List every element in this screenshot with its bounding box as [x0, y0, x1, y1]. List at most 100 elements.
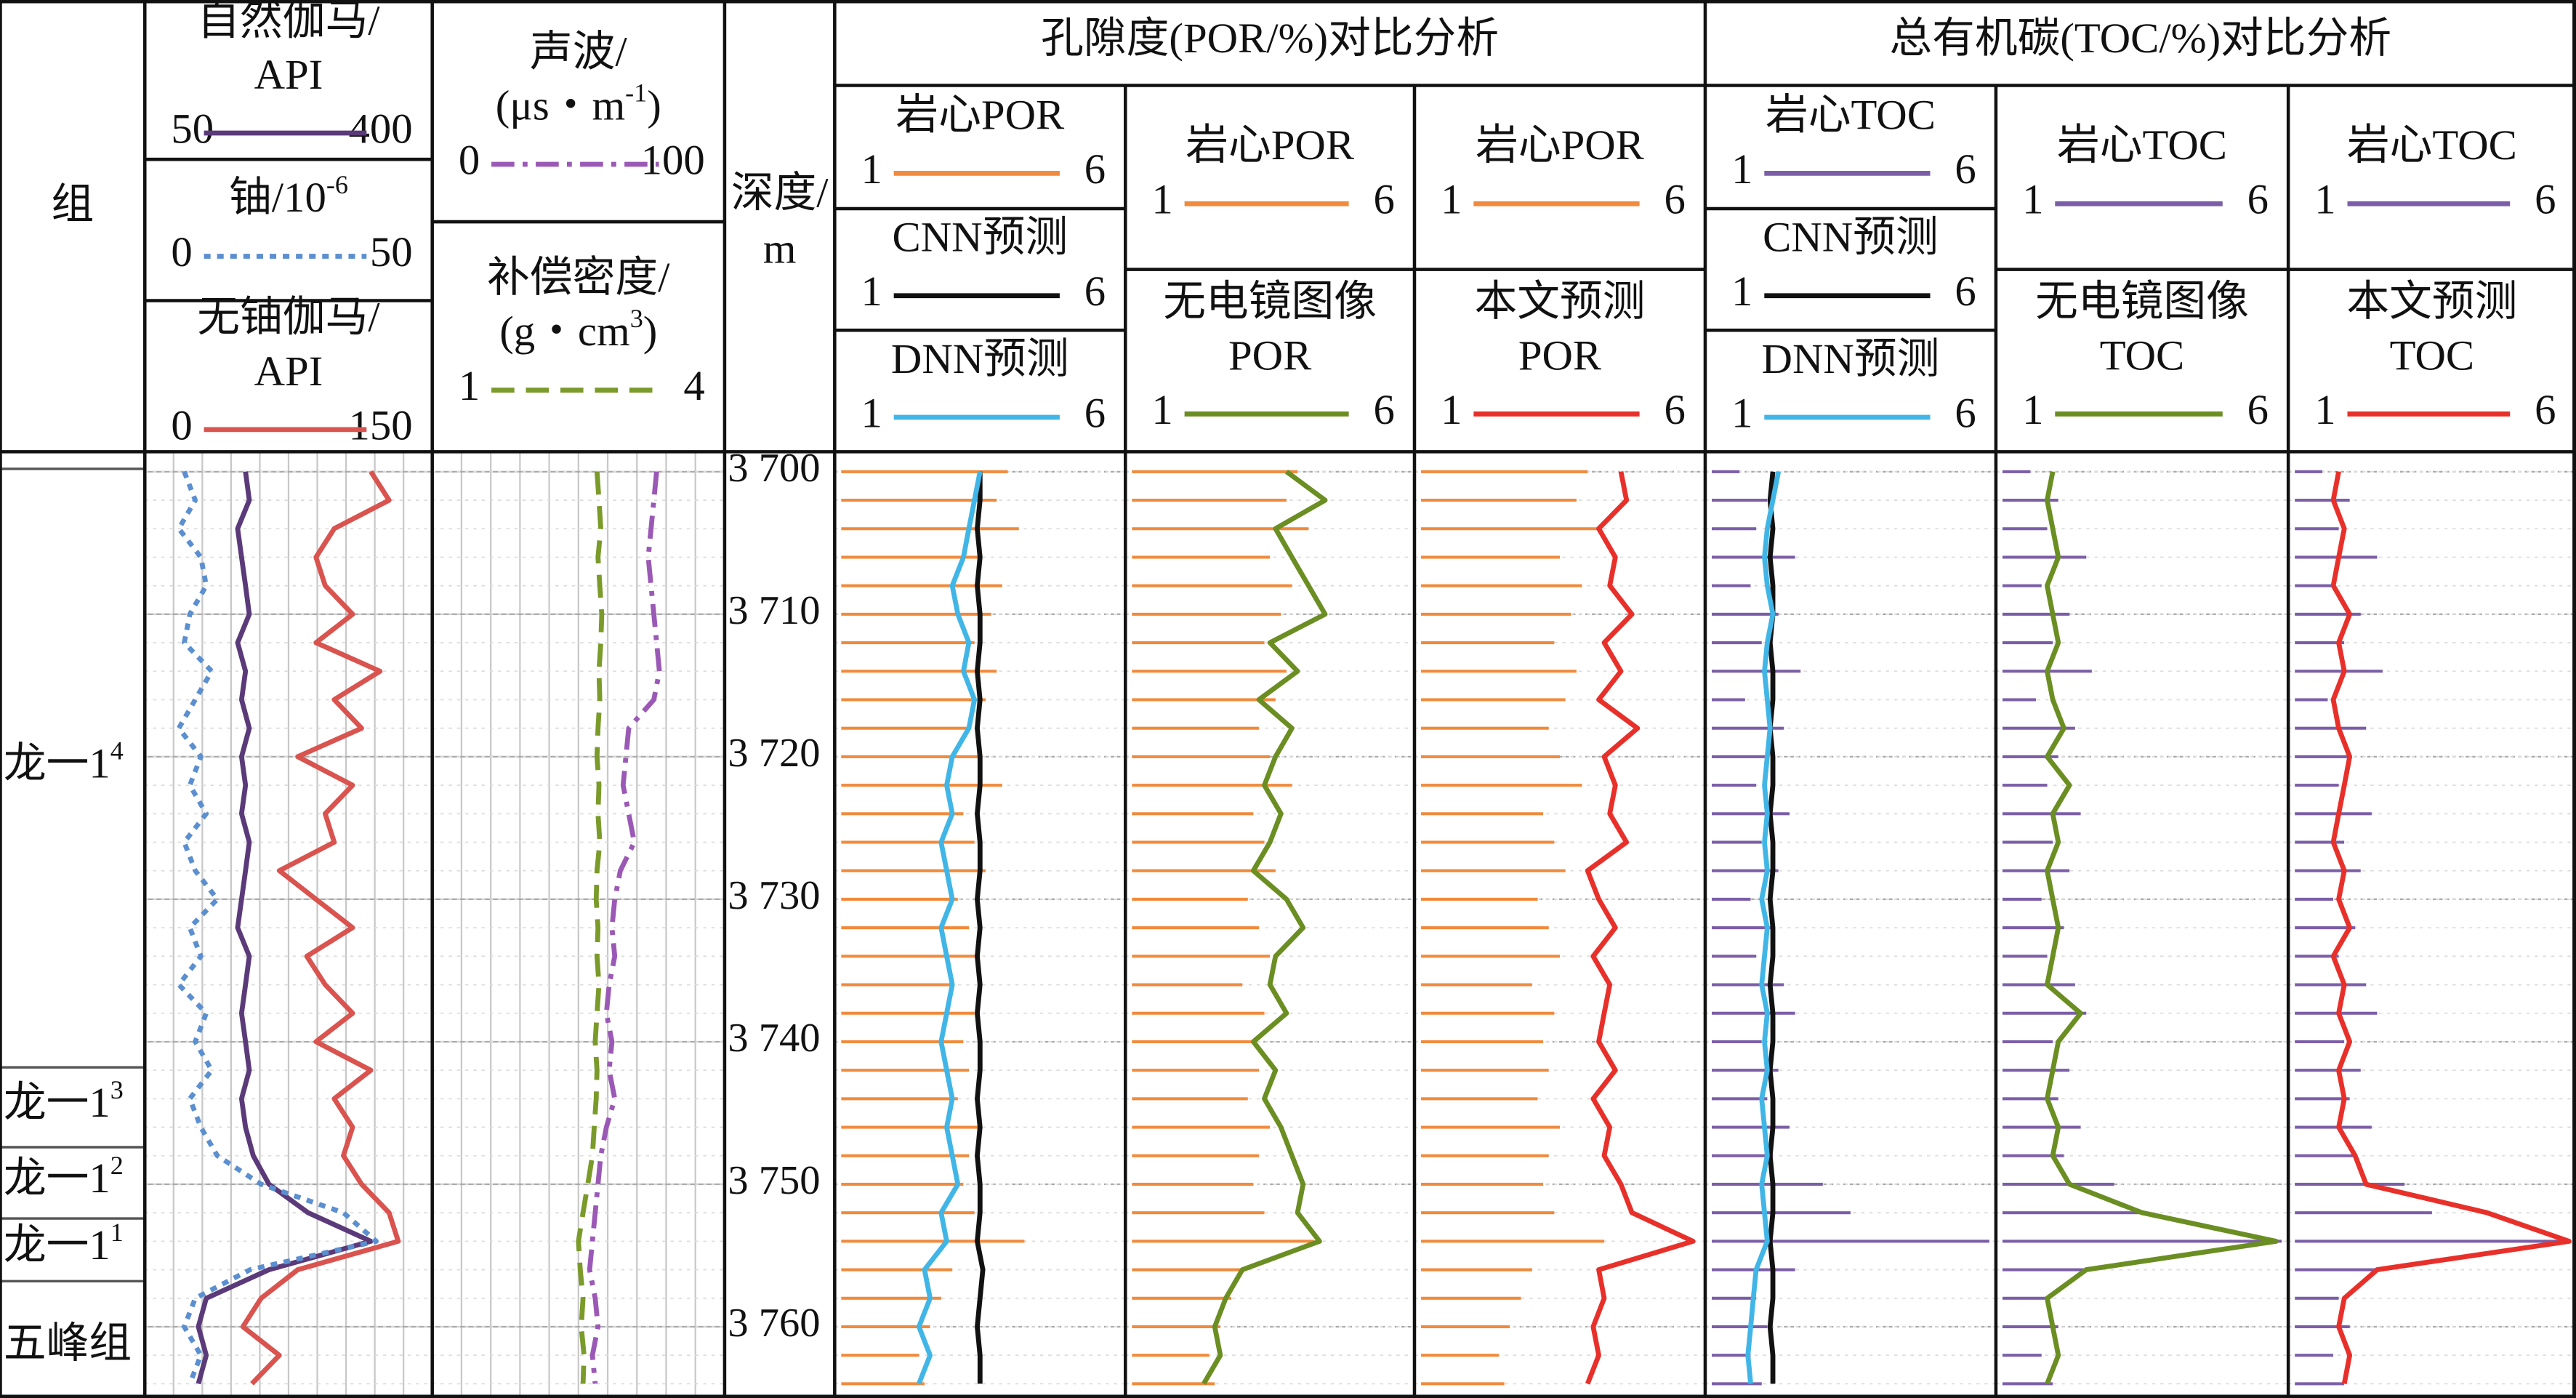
core-bar: [1421, 1182, 1544, 1186]
label: 无电镜图像: [2035, 278, 2249, 325]
scale-max: 6: [2535, 176, 2556, 223]
core-bar: [1132, 869, 1276, 872]
core-bar: [1421, 1296, 1521, 1300]
core-bar: [1712, 584, 1751, 587]
scale-max: 6: [2535, 386, 2556, 433]
core-bar: [841, 584, 1002, 587]
core-bar: [2295, 1182, 2405, 1186]
core-bar: [1132, 755, 1271, 758]
scale-min: 0: [171, 401, 192, 449]
core-bar: [1132, 1211, 1265, 1215]
core-bar: [841, 698, 986, 702]
core-bar: [841, 1125, 981, 1129]
core-bar: [1421, 1382, 1505, 1386]
core-bar: [1421, 812, 1544, 816]
core-bar: [1132, 1069, 1259, 1072]
core-bar: [1132, 812, 1254, 816]
core-bar: [1712, 1154, 1774, 1157]
core-bar: [841, 897, 958, 901]
core-bar: [1712, 840, 1762, 844]
core-bar: [2002, 527, 2048, 531]
core-bar: [841, 1268, 953, 1272]
core-bar: [841, 784, 1002, 787]
core-bar: [2002, 1154, 2064, 1157]
core-bar: [2002, 812, 2081, 816]
core-bar: [1132, 1154, 1259, 1157]
y-tick-label: 3 760: [728, 1301, 820, 1346]
scale-min: 1: [1731, 389, 1752, 436]
scale-min: 1: [2022, 176, 2043, 223]
core-bar: [1712, 527, 1757, 531]
y-tick-label: 3 720: [728, 731, 820, 776]
core-bar: [1421, 527, 1599, 531]
core-bar: [1421, 840, 1555, 844]
log-curve: [196, 471, 374, 1385]
core-bar: [2295, 1296, 2339, 1300]
label: 总有机碳(TOC/%)对比分析: [1889, 15, 2391, 62]
core-bar: [1712, 926, 1774, 930]
core-bar: [2002, 698, 2037, 702]
core-bar: [2295, 726, 2367, 730]
core-bar: [1712, 1182, 1823, 1186]
core-bar: [2002, 897, 2042, 901]
label-text: 五峰组: [4, 1319, 132, 1367]
log-curve: [975, 471, 986, 1384]
core-bar: [841, 470, 1008, 473]
scale-max: 6: [1084, 145, 1106, 193]
core-bar: [1421, 1125, 1560, 1129]
scale-min: 1: [861, 145, 882, 193]
core-bar: [1132, 670, 1287, 673]
core-bar: [1421, 897, 1538, 901]
core-bar: [2002, 470, 2031, 473]
core-bar: [1421, 1268, 1532, 1272]
core-bar: [1712, 612, 1779, 616]
label: 组: [51, 180, 94, 228]
core-bar: [841, 641, 975, 645]
scale-max: 6: [2247, 386, 2269, 433]
label: 龙一11: [4, 1218, 124, 1269]
core-bar: [2002, 840, 2053, 844]
log-curve: [176, 470, 379, 1385]
core-bar: [2002, 555, 2087, 559]
core-bar: [841, 1154, 970, 1157]
label: 岩心POR: [1476, 121, 1645, 169]
label-text: 龙一1: [4, 1222, 110, 1269]
core-bar: [2002, 1211, 2143, 1215]
core-bar: [1712, 755, 1768, 758]
core-bar: [841, 612, 991, 616]
core-bar: [841, 812, 964, 816]
scale-min: 1: [2022, 386, 2043, 433]
core-bar: [2002, 1011, 2087, 1015]
label-text: 龙一1: [4, 1154, 110, 1202]
core-bar: [1712, 1240, 1989, 1243]
scale-min: 1: [1441, 176, 1462, 223]
core-bar: [2295, 955, 2339, 958]
core-bar: [2002, 955, 2048, 958]
core-bar: [2295, 897, 2334, 901]
scale-max: 4: [683, 362, 704, 409]
core-bar: [2002, 499, 2058, 502]
core-bar: [1421, 612, 1571, 616]
core-bar: [1712, 1296, 1757, 1300]
log-curve: [2045, 471, 2279, 1385]
core-bar: [1421, 670, 1577, 673]
core-bar: [2295, 612, 2361, 616]
core-bar: [2295, 1097, 2350, 1101]
core-bar: [1132, 641, 1265, 645]
label: (g・cm3): [499, 304, 657, 355]
core-bar: [2002, 1296, 2048, 1300]
label: POR: [1518, 332, 1602, 379]
label: 岩心TOC: [2057, 121, 2227, 169]
label: TOC: [2100, 332, 2184, 379]
scale-min: 1: [2314, 176, 2335, 223]
core-bar: [1421, 983, 1532, 987]
core-bar: [2002, 784, 2048, 787]
core-bar: [1132, 698, 1276, 702]
label: 声波/: [530, 28, 627, 75]
scale-min: 1: [459, 362, 480, 409]
core-bar: [1712, 1354, 1751, 1357]
scale-max: 6: [1664, 386, 1685, 433]
scale-min: 1: [1731, 145, 1752, 193]
